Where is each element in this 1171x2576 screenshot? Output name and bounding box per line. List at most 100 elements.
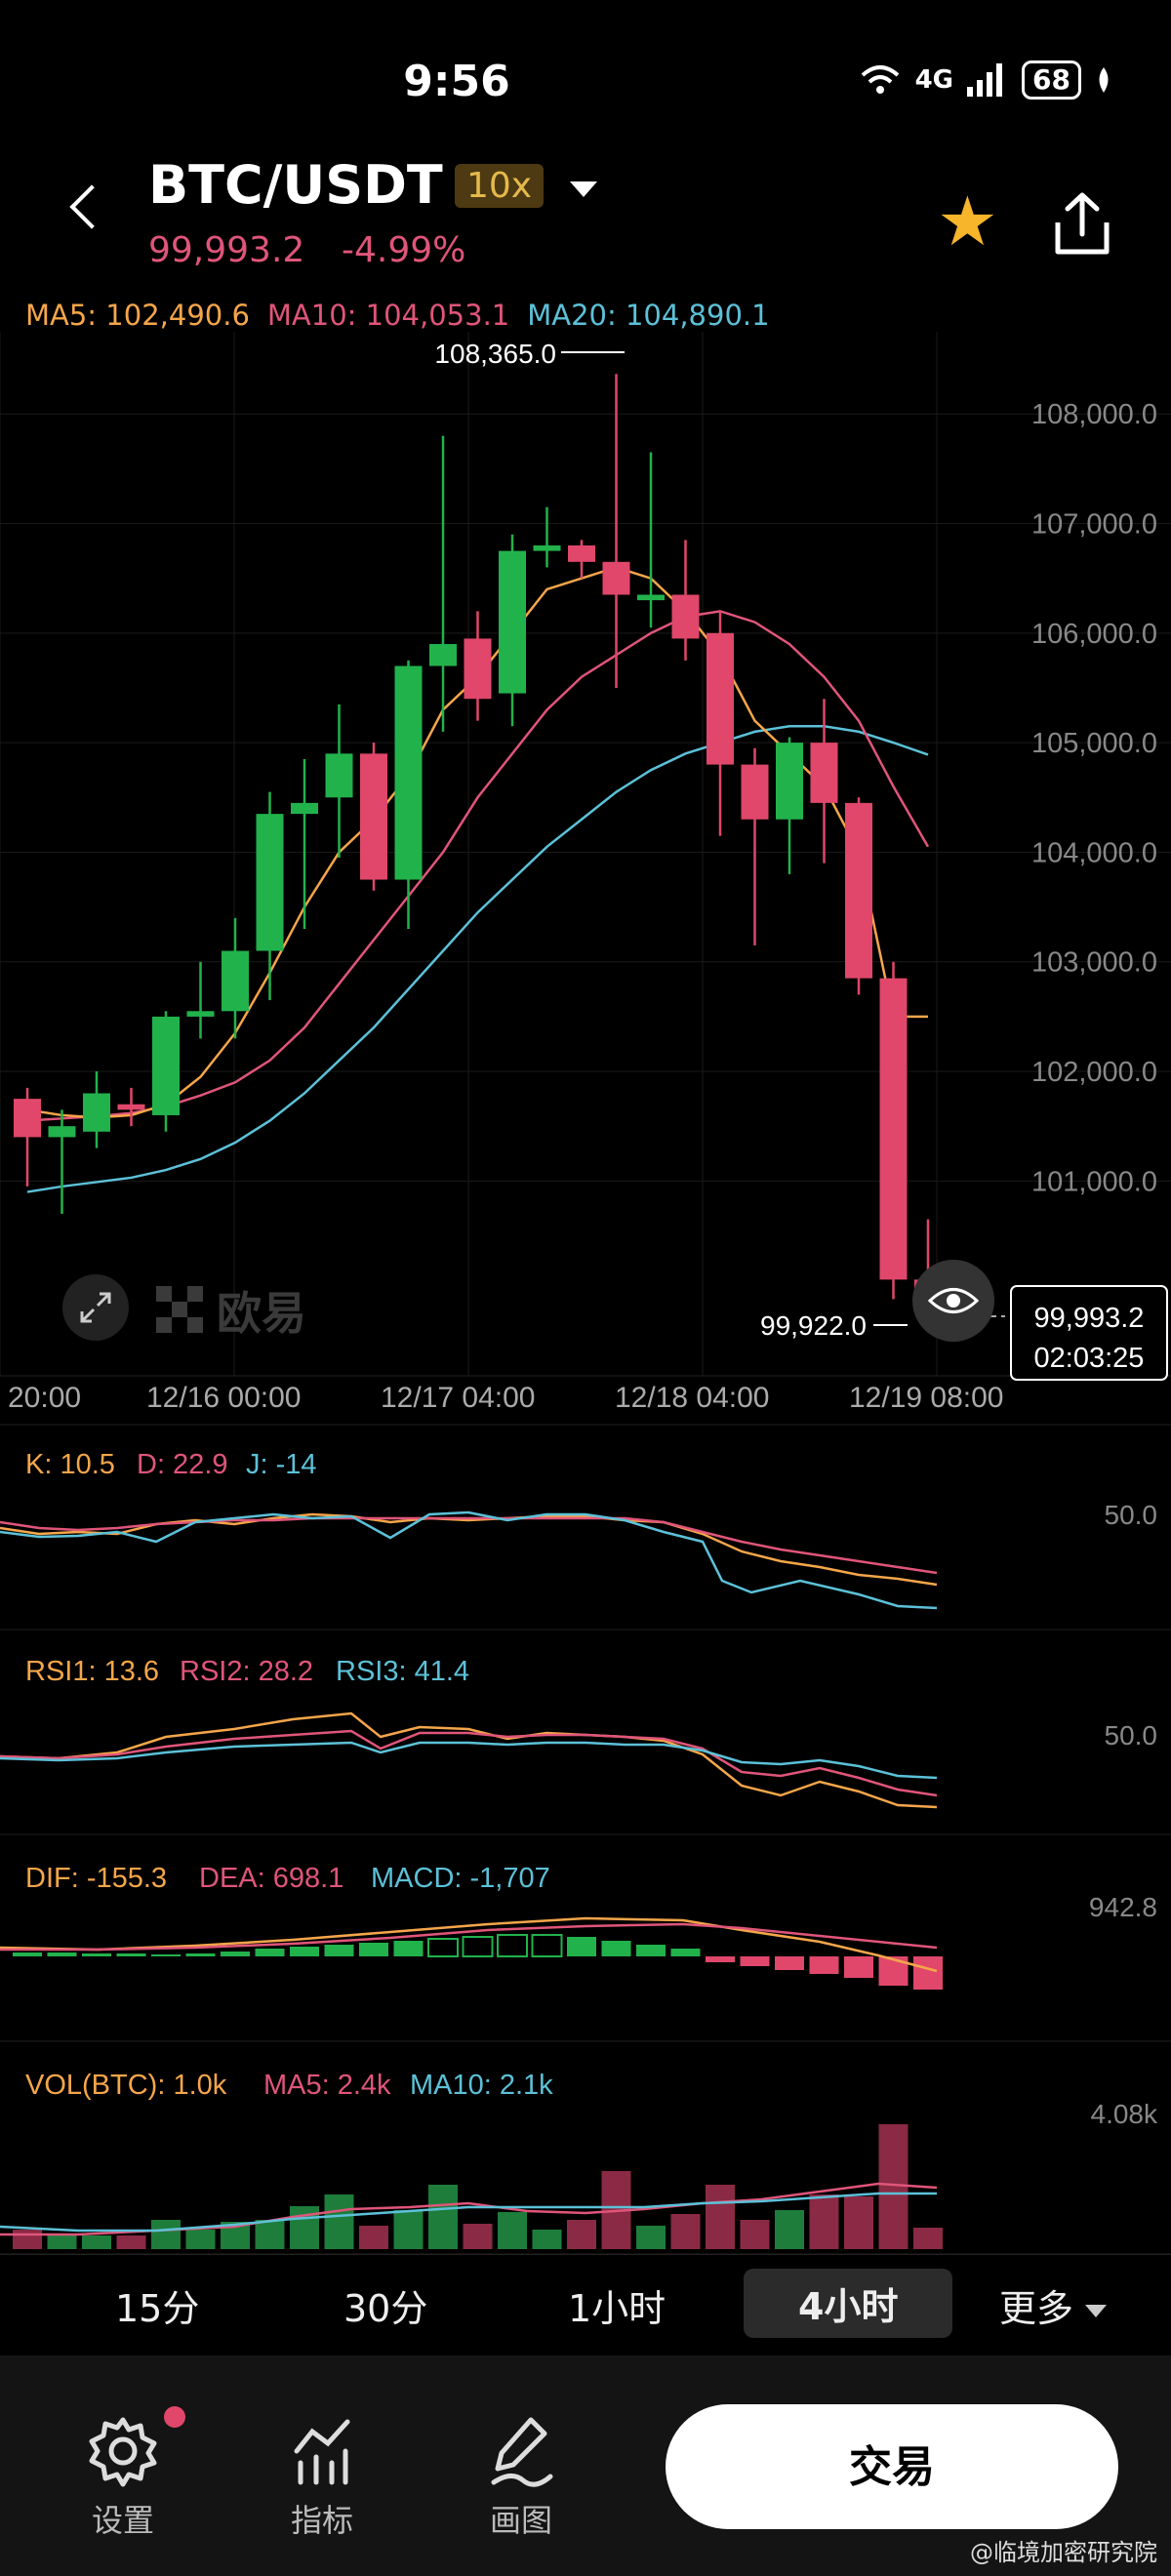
rsi2-label: RSI2: 28.2	[180, 1656, 313, 1687]
candle	[533, 506, 561, 568]
macd-dea: DEA: 698.1	[199, 1863, 343, 1894]
macd-bar	[775, 1956, 804, 1970]
tab-15m[interactable]: 15分	[115, 2287, 200, 2330]
macd-bar	[706, 1956, 735, 1962]
y-tick-label: 107,000.0	[1031, 509, 1157, 541]
countdown-value: 02:03:25	[1034, 1343, 1145, 1374]
leverage-badge[interactable]: 10x	[455, 164, 545, 208]
candle	[152, 1011, 180, 1132]
volume-bar	[706, 2185, 735, 2249]
candle	[776, 737, 803, 874]
tab-1h[interactable]: 1小时	[568, 2287, 666, 2330]
status-icons: 4G 68	[859, 60, 1112, 100]
nav-settings[interactable]: 设置	[64, 2412, 182, 2541]
battery-icon: 68	[1022, 60, 1081, 100]
macd-bar	[290, 1947, 319, 1956]
vol-axis: 4.08k	[1091, 2099, 1158, 2129]
volume-bar	[878, 2124, 909, 2249]
kdj-j: J: -14	[246, 1449, 317, 1480]
nav-indicators[interactable]: 指标	[263, 2412, 381, 2541]
y-axis-ticks: 108,000.0 107,000.0 106,000.0 105,000.0 104,…	[1031, 399, 1157, 1197]
macd-bar	[82, 1953, 111, 1956]
timeframe-bar: 15分 30分 1小时 4小时 更多	[0, 2254, 1171, 2353]
tab-more[interactable]: 更多	[999, 2278, 1108, 2332]
notification-dot	[164, 2406, 185, 2428]
trade-button[interactable]: 交易	[666, 2404, 1118, 2529]
last-price: 99,993.2	[148, 230, 305, 270]
macd-bar	[497, 1934, 528, 1957]
volume-bar	[775, 2210, 804, 2249]
y-tick-label: 103,000.0	[1031, 947, 1157, 979]
candle	[568, 540, 595, 579]
x-tick-label: 12/19 08:00	[849, 1382, 1003, 1414]
collapse-icon[interactable]	[62, 1274, 129, 1341]
candle	[602, 374, 630, 688]
macd-bar	[185, 1953, 216, 1956]
macd-bar	[567, 1937, 596, 1956]
low-price-label: 99,922.0	[760, 1310, 867, 1341]
back-icon[interactable]	[69, 184, 114, 229]
rsi-pane: RSI1: 13.6 RSI2: 28.2 RSI3: 41.4 50.0	[0, 1656, 1158, 1809]
volume-bar	[255, 2220, 285, 2249]
star-icon[interactable]: ★	[937, 181, 998, 262]
volume-bar	[82, 2235, 111, 2249]
volume-bar	[116, 2235, 146, 2249]
volume-pane: VOL(BTC): 1.0k MA5: 2.4k MA10: 2.1k 4.08…	[0, 2070, 1158, 2249]
candle	[499, 534, 526, 727]
x-tick-label: 20:00	[8, 1382, 81, 1414]
volume-bar	[13, 2230, 42, 2249]
tab-4h[interactable]: 4小时	[744, 2269, 953, 2338]
macd-bar	[427, 1938, 459, 1957]
kdj-d: D: 22.9	[137, 1449, 228, 1480]
kdj-pane: K: 10.5 D: 22.9 J: -14 50.0	[0, 1449, 1157, 1610]
vol-ma5: MA5: 2.4k	[263, 2070, 391, 2101]
signal-icon	[967, 63, 1003, 97]
bottom-nav: 设置 指标 画图 交易	[0, 2355, 1171, 2576]
chart-grid	[0, 332, 1171, 2254]
candle	[394, 660, 423, 930]
volume-bar	[463, 2224, 493, 2249]
macd-bar	[393, 1941, 424, 1956]
candlestick-chart[interactable]: 108,000.0 107,000.0 106,000.0 105,000.0 104,…	[0, 332, 1171, 2254]
status-time: 9:56	[403, 57, 510, 106]
candle	[83, 1071, 110, 1148]
chevron-down-icon[interactable]	[570, 181, 597, 197]
macd-pane: DIF: -155.3 DEA: 698.1 MACD: -1,707 942.…	[0, 1863, 1157, 1990]
price-change: -4.99%	[342, 230, 466, 270]
y-tick-label: 105,000.0	[1031, 728, 1157, 759]
macd-bar	[47, 1952, 77, 1956]
rsi1-label: RSI1: 13.6	[25, 1656, 159, 1687]
share-icon[interactable]	[1052, 191, 1112, 258]
volume-bar	[844, 2196, 873, 2249]
macd-value: MACD: -1,707	[371, 1863, 550, 1894]
tab-30m[interactable]: 30分	[343, 2287, 428, 2330]
volume-bar	[913, 2228, 943, 2249]
y-tick-label: 102,000.0	[1031, 1057, 1157, 1088]
nav-draw[interactable]: 画图	[463, 2412, 580, 2541]
leaf-icon	[1099, 67, 1109, 93]
candle	[48, 1109, 76, 1215]
pair-title[interactable]: BTC/USDT	[148, 154, 443, 216]
gear-icon	[89, 2417, 157, 2487]
y-tick-label: 106,000.0	[1031, 619, 1157, 650]
volume-bar	[47, 2234, 77, 2249]
volume-bar	[567, 2220, 596, 2249]
macd-bar	[740, 1956, 770, 1966]
macd-bar	[462, 1936, 494, 1957]
ma20-label: MA20: 104,890.1	[527, 299, 770, 332]
macd-bar	[221, 1952, 250, 1956]
indicator-icon	[294, 2419, 350, 2485]
volume-bar	[428, 2185, 458, 2249]
high-price-label: 108,365.0	[434, 339, 556, 369]
ma5-label: MA5: 102,490.6	[25, 299, 250, 332]
candle	[464, 611, 492, 721]
x-tick-label: 12/18 04:00	[615, 1382, 769, 1414]
eye-icon[interactable]	[912, 1260, 994, 1342]
y-tick-label: 108,000.0	[1031, 399, 1157, 430]
rsi-axis: 50.0	[1105, 1720, 1158, 1751]
x-axis-ticks: 20:00 12/16 00:00 12/17 04:00 12/18 04:00 12…	[8, 1382, 1003, 1414]
macd-bar	[151, 1954, 181, 1956]
ma20-line	[26, 725, 929, 1193]
network-label: 4G	[914, 65, 954, 95]
y-tick-label: 101,000.0	[1031, 1166, 1157, 1197]
